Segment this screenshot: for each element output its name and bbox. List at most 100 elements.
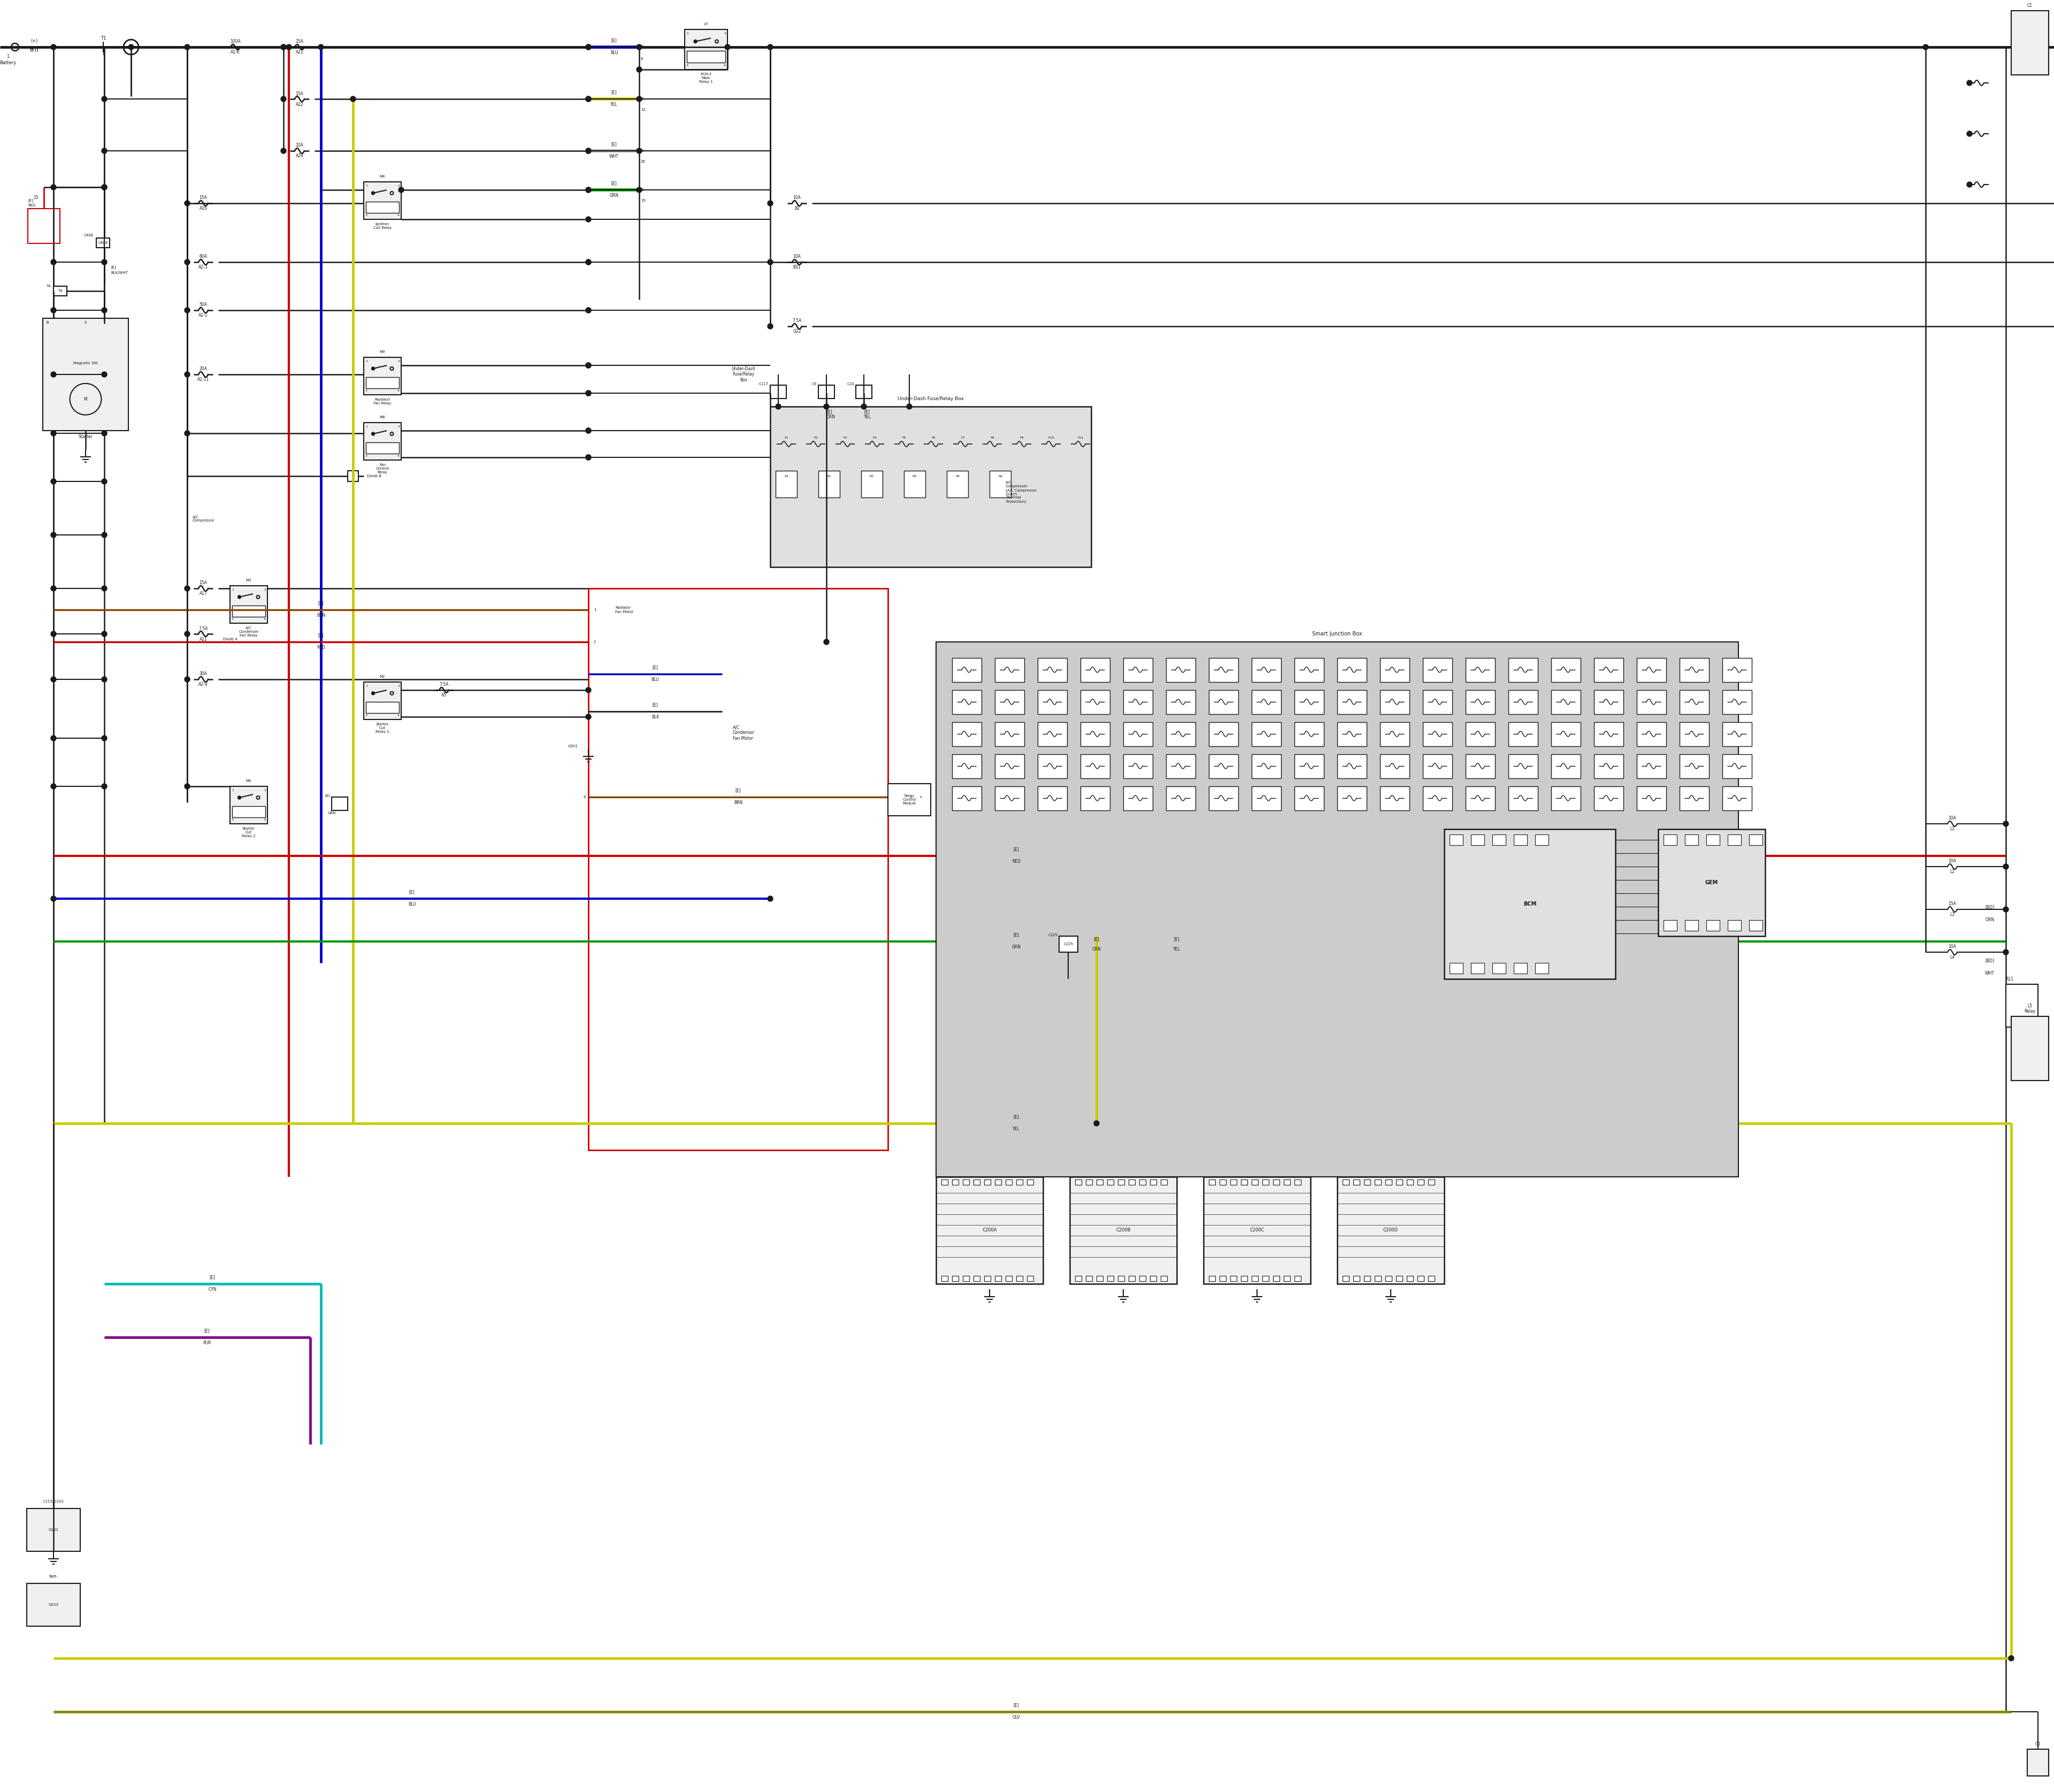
Text: RED: RED (1013, 858, 1021, 864)
Bar (994, 722, 1025, 745)
Bar (1723, 658, 1752, 683)
Bar (366, 202, 398, 213)
Bar (1508, 658, 1538, 683)
Bar (1294, 1276, 1300, 1281)
Bar (1450, 962, 1462, 973)
Bar (1037, 787, 1068, 810)
Bar (1417, 1179, 1423, 1185)
Text: 7.5A: 7.5A (199, 625, 207, 631)
Circle shape (725, 45, 729, 50)
Text: A17: A17 (199, 591, 207, 597)
Circle shape (637, 149, 641, 154)
Text: A29: A29 (296, 154, 304, 159)
Circle shape (768, 896, 772, 901)
Circle shape (185, 586, 189, 591)
Bar (1354, 1179, 1360, 1185)
Bar (1220, 1276, 1226, 1281)
Bar (1423, 787, 1452, 810)
Bar (941, 1179, 947, 1185)
Bar (1251, 722, 1282, 745)
Bar (1210, 658, 1239, 683)
Bar (1337, 787, 1366, 810)
Text: 15A: 15A (296, 91, 304, 97)
Bar (1723, 722, 1752, 745)
Text: 10A: 10A (793, 195, 801, 201)
Bar (1074, 1276, 1082, 1281)
Bar (347, 471, 357, 482)
Text: A16: A16 (199, 206, 207, 211)
Text: 4: 4 (263, 618, 265, 620)
Text: BLU: BLU (409, 901, 415, 907)
Bar (366, 702, 398, 713)
Bar (1140, 1276, 1146, 1281)
Bar (1128, 1179, 1136, 1185)
Text: Diode B: Diode B (368, 475, 382, 478)
Bar (953, 787, 982, 810)
Text: Starter
Cut
Relay 1: Starter Cut Relay 1 (376, 722, 390, 733)
Bar (1080, 690, 1109, 715)
Circle shape (1095, 1120, 1099, 1125)
Circle shape (101, 260, 107, 265)
Bar (1087, 1276, 1093, 1281)
Bar (1664, 835, 1676, 846)
Text: A5: A5 (442, 694, 446, 697)
Bar (1594, 787, 1623, 810)
Text: 19: 19 (641, 199, 645, 202)
Bar (1594, 658, 1623, 683)
Text: M8: M8 (380, 416, 386, 419)
Bar (1167, 690, 1195, 715)
Circle shape (281, 149, 286, 154)
Text: F11: F11 (1078, 435, 1085, 439)
Text: [E]: [E] (653, 665, 657, 670)
Circle shape (694, 39, 696, 43)
Bar (953, 1179, 959, 1185)
Text: [E]: [E] (318, 600, 325, 606)
Text: [E]: [E] (111, 265, 115, 269)
Text: F2: F2 (813, 435, 817, 439)
Bar (1467, 787, 1495, 810)
Bar (1337, 722, 1366, 745)
Text: Smart Junction Box: Smart Junction Box (1313, 631, 1362, 636)
Circle shape (585, 97, 592, 102)
Circle shape (51, 185, 55, 190)
Text: A/C
Condenser
Fan Relay: A/C Condenser Fan Relay (238, 627, 259, 638)
Bar (994, 787, 1025, 810)
Circle shape (101, 371, 107, 376)
Circle shape (768, 45, 772, 50)
Text: 4: 4 (396, 389, 401, 392)
Text: G103: G103 (49, 1604, 58, 1606)
Text: 20A: 20A (199, 367, 207, 371)
Bar (1037, 658, 1068, 683)
Bar (1637, 690, 1666, 715)
Bar (1343, 1179, 1349, 1185)
Circle shape (768, 201, 772, 206)
Text: 3: 3 (232, 819, 234, 821)
Circle shape (585, 186, 592, 192)
Bar (1167, 754, 1195, 778)
Bar (1380, 690, 1409, 715)
Circle shape (51, 586, 55, 591)
Circle shape (238, 595, 240, 599)
Bar (1337, 1177, 1444, 1283)
Bar (2011, 11, 2048, 75)
Bar (1380, 722, 1409, 745)
Text: 1: 1 (686, 32, 688, 34)
Text: T1: T1 (101, 36, 107, 41)
Text: 2: 2 (396, 425, 401, 428)
Bar (1230, 1276, 1237, 1281)
Text: 26: 26 (641, 159, 645, 163)
Bar (974, 1276, 980, 1281)
Bar (1017, 1179, 1023, 1185)
Bar (1080, 658, 1109, 683)
Bar (1294, 787, 1325, 810)
Bar (27, 1584, 80, 1625)
Text: A21: A21 (296, 50, 304, 56)
Circle shape (585, 186, 592, 192)
Text: 15A: 15A (296, 39, 304, 45)
Text: RED: RED (29, 204, 35, 208)
Text: 4: 4 (396, 213, 401, 217)
Circle shape (824, 403, 830, 409)
Circle shape (824, 640, 830, 645)
Bar (1594, 690, 1623, 715)
Text: T4: T4 (45, 285, 51, 289)
